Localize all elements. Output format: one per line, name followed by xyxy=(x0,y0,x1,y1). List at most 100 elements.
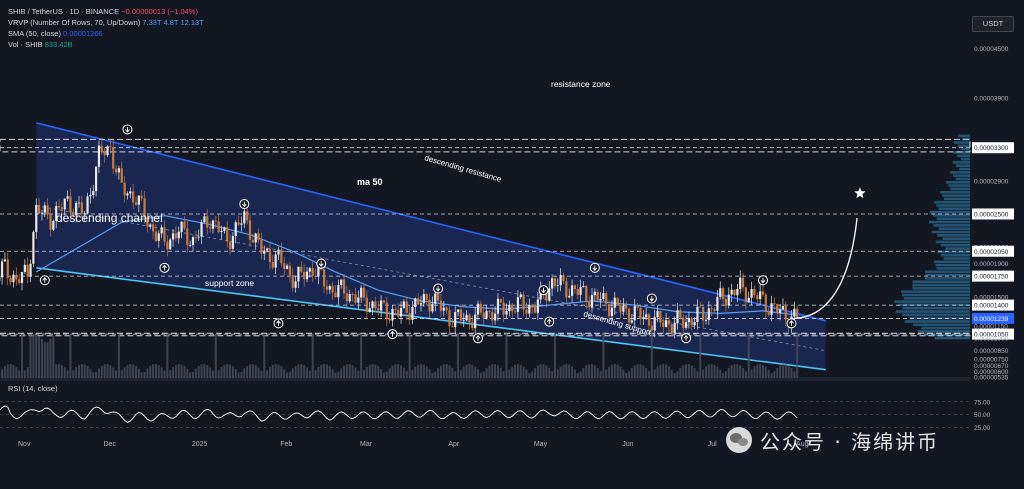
volume-bar xyxy=(352,365,354,378)
pivot-low-arrow-icon xyxy=(274,319,283,328)
volume-bar xyxy=(580,371,582,378)
candle-body xyxy=(483,313,485,319)
candle-body xyxy=(733,290,735,296)
volume-bar xyxy=(688,364,690,378)
candle-body xyxy=(323,269,325,286)
volume-bar xyxy=(169,370,171,378)
volume-bar xyxy=(386,372,388,378)
volume-bar xyxy=(112,367,114,378)
volume-bar xyxy=(329,366,331,378)
volume-bar xyxy=(494,364,496,378)
candle-body xyxy=(255,233,257,242)
candle-body xyxy=(705,320,707,321)
volume-bar xyxy=(161,367,163,378)
pivot-low-arrow-icon xyxy=(787,319,796,328)
candle-body xyxy=(377,308,379,310)
candle-body xyxy=(4,259,6,261)
volume-bar xyxy=(186,369,188,378)
candle-body xyxy=(654,317,656,330)
volume-bar xyxy=(674,373,676,378)
volume-bar xyxy=(55,364,57,378)
candle-body xyxy=(369,308,371,312)
volume-bar xyxy=(525,369,527,378)
price-axis-label: 0.00002050 xyxy=(974,249,1009,256)
volume-profile-bar xyxy=(937,234,970,237)
volume-profile-bar xyxy=(956,164,970,167)
volume-bar xyxy=(620,367,622,378)
volume-bar xyxy=(306,368,308,378)
candle-body xyxy=(283,263,285,269)
candle-body xyxy=(428,300,430,312)
volume-bar xyxy=(10,364,12,378)
candle-body xyxy=(78,203,80,204)
volume-bar xyxy=(528,373,530,378)
candle-body xyxy=(671,324,673,333)
candle-body xyxy=(115,169,117,173)
volume-bar xyxy=(773,371,775,378)
time-axis-label: 2025 xyxy=(192,441,208,448)
candle-body xyxy=(765,295,767,312)
candle-body xyxy=(591,295,593,307)
candle-body xyxy=(155,231,157,240)
volume-bar xyxy=(571,367,573,378)
candle-body xyxy=(619,305,621,311)
volume-bar xyxy=(320,365,322,378)
candle-body xyxy=(354,294,356,302)
rsi-label: RSI (14, close) xyxy=(8,384,58,393)
candle-body xyxy=(218,221,220,232)
volume-profile-bar xyxy=(925,277,970,280)
time-axis-label: Apr xyxy=(448,441,460,448)
volume-bar xyxy=(297,364,299,378)
candle-body xyxy=(195,237,197,238)
candle-body xyxy=(622,305,624,311)
candle-body xyxy=(277,250,279,255)
candle-body xyxy=(617,298,619,306)
candle-body xyxy=(645,314,647,317)
pivot-high-arrow-icon xyxy=(434,284,443,293)
pivot-low-arrow-icon xyxy=(474,334,483,343)
volume-bar xyxy=(639,364,641,378)
candle-body xyxy=(525,309,527,313)
volume-bar xyxy=(520,365,522,378)
volume-bar xyxy=(434,372,436,378)
candle-body xyxy=(728,295,730,306)
candle-body xyxy=(337,285,339,297)
volume-bar xyxy=(574,369,576,378)
volume-bar xyxy=(98,369,100,378)
volume-bar xyxy=(95,372,97,378)
volume-bar xyxy=(517,364,519,378)
candle-body xyxy=(503,303,505,315)
candle-body xyxy=(61,207,63,209)
currency-badge[interactable]: USDT xyxy=(972,16,1014,32)
volume-bar xyxy=(118,334,120,378)
candle-body xyxy=(215,221,217,222)
candle-body xyxy=(722,288,724,299)
volume-bar xyxy=(75,367,77,378)
chart-legend: SHIB / TetherUS · 1D · BINANCE −0.000000… xyxy=(8,6,204,50)
candle-body xyxy=(295,281,297,287)
volume-profile-bar xyxy=(932,231,970,234)
volume-bar xyxy=(149,366,151,378)
candle-body xyxy=(426,294,428,300)
volume-bar xyxy=(411,370,413,378)
volume-bar xyxy=(437,368,439,378)
candle-body xyxy=(21,272,23,283)
volume-bar xyxy=(61,365,63,378)
volume-profile-bar xyxy=(902,314,970,317)
candle-body xyxy=(243,211,245,223)
candle-body xyxy=(457,310,459,313)
volume-bar xyxy=(423,365,425,378)
candle-body xyxy=(389,319,391,321)
candle-body xyxy=(585,286,587,302)
candle-body xyxy=(625,305,627,308)
rsi-axis-label: 50.00 xyxy=(974,412,991,419)
volume-bar xyxy=(58,364,60,378)
volume-bar xyxy=(776,368,778,378)
volume-bar xyxy=(232,366,234,378)
candle-body xyxy=(289,266,291,275)
volume-bar xyxy=(642,365,644,378)
volume-bar xyxy=(335,373,337,378)
volume-profile-bar xyxy=(935,264,970,267)
volume-profile-bar xyxy=(913,323,970,326)
volume-bar xyxy=(474,366,476,378)
